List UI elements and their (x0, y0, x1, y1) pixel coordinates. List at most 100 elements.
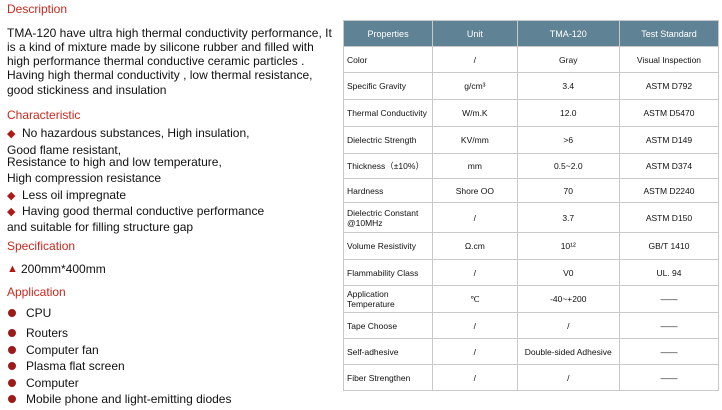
table-cell: KV/mm (432, 126, 518, 154)
column-header: Unit (432, 20, 518, 47)
table-cell: V0 (516, 259, 620, 286)
table-cell: ASTM D149 (618, 126, 720, 154)
table-cell: >6 (516, 126, 620, 154)
text-line: Having good thermal conductive performan… (22, 204, 265, 218)
table-cell: mm (432, 153, 518, 179)
table-cell: Thickness（±10%） (342, 153, 434, 179)
table-cell: Application Temperature (342, 285, 434, 313)
table-cell: —— (618, 338, 720, 365)
heading: Specification (7, 239, 76, 253)
bullet: ◆ (7, 128, 16, 140)
table-row: Dielectric Constant @10MHz/3.7 ASTM D150 (342, 202, 720, 233)
table-cell: 12.0 (516, 99, 620, 127)
table-cell: ASTM D374 (618, 153, 720, 179)
table-cell: —— (618, 364, 720, 391)
table-cell: / (432, 364, 518, 391)
text-line: Good flame resistant, (7, 143, 122, 157)
heading: Characteristic (7, 108, 81, 122)
text-line: and suitable for filling structure gap (7, 220, 194, 234)
list-item: Computer (26, 376, 79, 390)
bullet (8, 395, 16, 403)
table-cell: Hardness (342, 178, 434, 203)
table-cell: Double-sided Adhesive (516, 338, 620, 365)
heading: Application (7, 285, 66, 299)
table-row: Self-adhesive / Double-sided Adhesive —— (342, 338, 720, 365)
table-cell: Thermal Conductivity (342, 99, 434, 127)
bullet (8, 379, 16, 387)
table-row: Fiber Strengthen / / —— (342, 364, 720, 391)
table-row: Color / Gray Visual Inspection (342, 46, 720, 73)
list-item: Computer fan (26, 343, 99, 357)
column-header: TMA-120 (516, 20, 620, 47)
text-line: Resistance to high and low temperature, (7, 155, 222, 169)
table-cell: 3.4 (516, 72, 620, 100)
list-item: Mobile phone and light-emitting diodes (26, 392, 232, 406)
table-cell: ASTM D792 (618, 72, 720, 100)
table-cell: —— (618, 312, 720, 339)
table-row: Thermal Conductivity W/m.K 12.0 ASTM D5470 (342, 99, 720, 127)
table-cell: Dielectric Constant @10MHz (342, 202, 434, 233)
table-cell: Visual Inspection (618, 46, 720, 73)
bullet (8, 329, 16, 337)
table-cell: Tape Choose (342, 312, 434, 339)
bullet: ◆ (7, 190, 16, 202)
column-header: Test Standard (618, 20, 720, 47)
text-line: Having high thermal conductivity , low t… (7, 68, 313, 82)
header-row: Properties Unit TMA-120 Test Standard (342, 20, 720, 47)
heading: Description (7, 2, 68, 16)
table-cell: / (432, 46, 518, 73)
table-cell: Shore OO (432, 178, 518, 203)
table-cell: -40~+200 (516, 285, 620, 313)
table-cell: Fiber Strengthen (342, 364, 434, 391)
table-row: Specific Gravity g/cm³ 3.4 ASTM D792 (342, 72, 720, 100)
table-cell: / (432, 202, 518, 233)
table-cell: g/cm³ (432, 72, 518, 100)
table-cell: ASTM D5470 (618, 99, 720, 127)
bullet (8, 309, 16, 317)
text-line: 200mm*400mm (21, 262, 106, 276)
table-cell: Dielectric Strength (342, 126, 434, 154)
text-line: Less oil impregnate (22, 188, 127, 202)
table-cell: / (516, 312, 620, 339)
table-cell: ℃ (432, 285, 518, 313)
text-line: is a kind of mixture made by silicone ru… (7, 40, 314, 54)
table-row: Volume Resistivity Ω.cm 10¹² GB/T 1410 (342, 232, 720, 260)
table-cell: Color (342, 46, 434, 73)
text-line: good stickiness and insulation (7, 83, 167, 97)
table-cell: 0.5~2.0 (516, 153, 620, 179)
table-cell: / (516, 364, 620, 391)
table-cell: Volume Resistivity (342, 232, 434, 260)
table-row: Application Temperature ℃ -40~+200 —— (342, 285, 720, 313)
table-row: Tape Choose / / —— (342, 312, 720, 339)
table-cell: W/m.K (432, 99, 518, 127)
table-cell: —— (618, 285, 720, 313)
list-item: Routers (26, 326, 69, 340)
bullet: ◆ (7, 206, 16, 218)
table-row: Thickness（±10%） mm 0.5~2.0 ASTM D374 (342, 153, 720, 179)
table-cell: Gray (516, 46, 620, 73)
text-line: high performance thermal conductive cera… (7, 54, 305, 68)
table-cell: Flammability Class (342, 259, 434, 286)
table-cell: / (432, 338, 518, 365)
table-cell: Self-adhesive (342, 338, 434, 365)
table-cell: 70 (516, 178, 620, 203)
table-cell: GB/T 1410 (618, 232, 720, 260)
text-line: High compression resistance (7, 171, 162, 185)
table-cell: ASTM D2240 (618, 178, 720, 203)
bullet (8, 362, 16, 370)
table-cell: / (432, 312, 518, 339)
table-cell: ASTM D150 (618, 202, 720, 233)
bullet: ▲ (7, 263, 18, 275)
list-item: Plasma flat screen (26, 359, 125, 373)
text-line: TMA-120 have ultra high thermal conducti… (7, 26, 332, 40)
column-header: Properties (342, 20, 434, 47)
text-line: No hazardous substances, High insulation… (22, 126, 250, 140)
table-cell: Specific Gravity (342, 72, 434, 100)
table-row: Flammability Class / V0 UL. 94 (342, 259, 720, 286)
spec-table: Properties Unit TMA-120 Test Standard Color /… (342, 20, 720, 391)
table-cell: Ω.cm (432, 232, 518, 260)
table-cell: 10¹² (516, 232, 620, 260)
list-item: CPU (26, 306, 52, 320)
table-cell: / (432, 259, 518, 286)
table-row: Hardness Shore OO 70 ASTM D2240 (342, 178, 720, 203)
